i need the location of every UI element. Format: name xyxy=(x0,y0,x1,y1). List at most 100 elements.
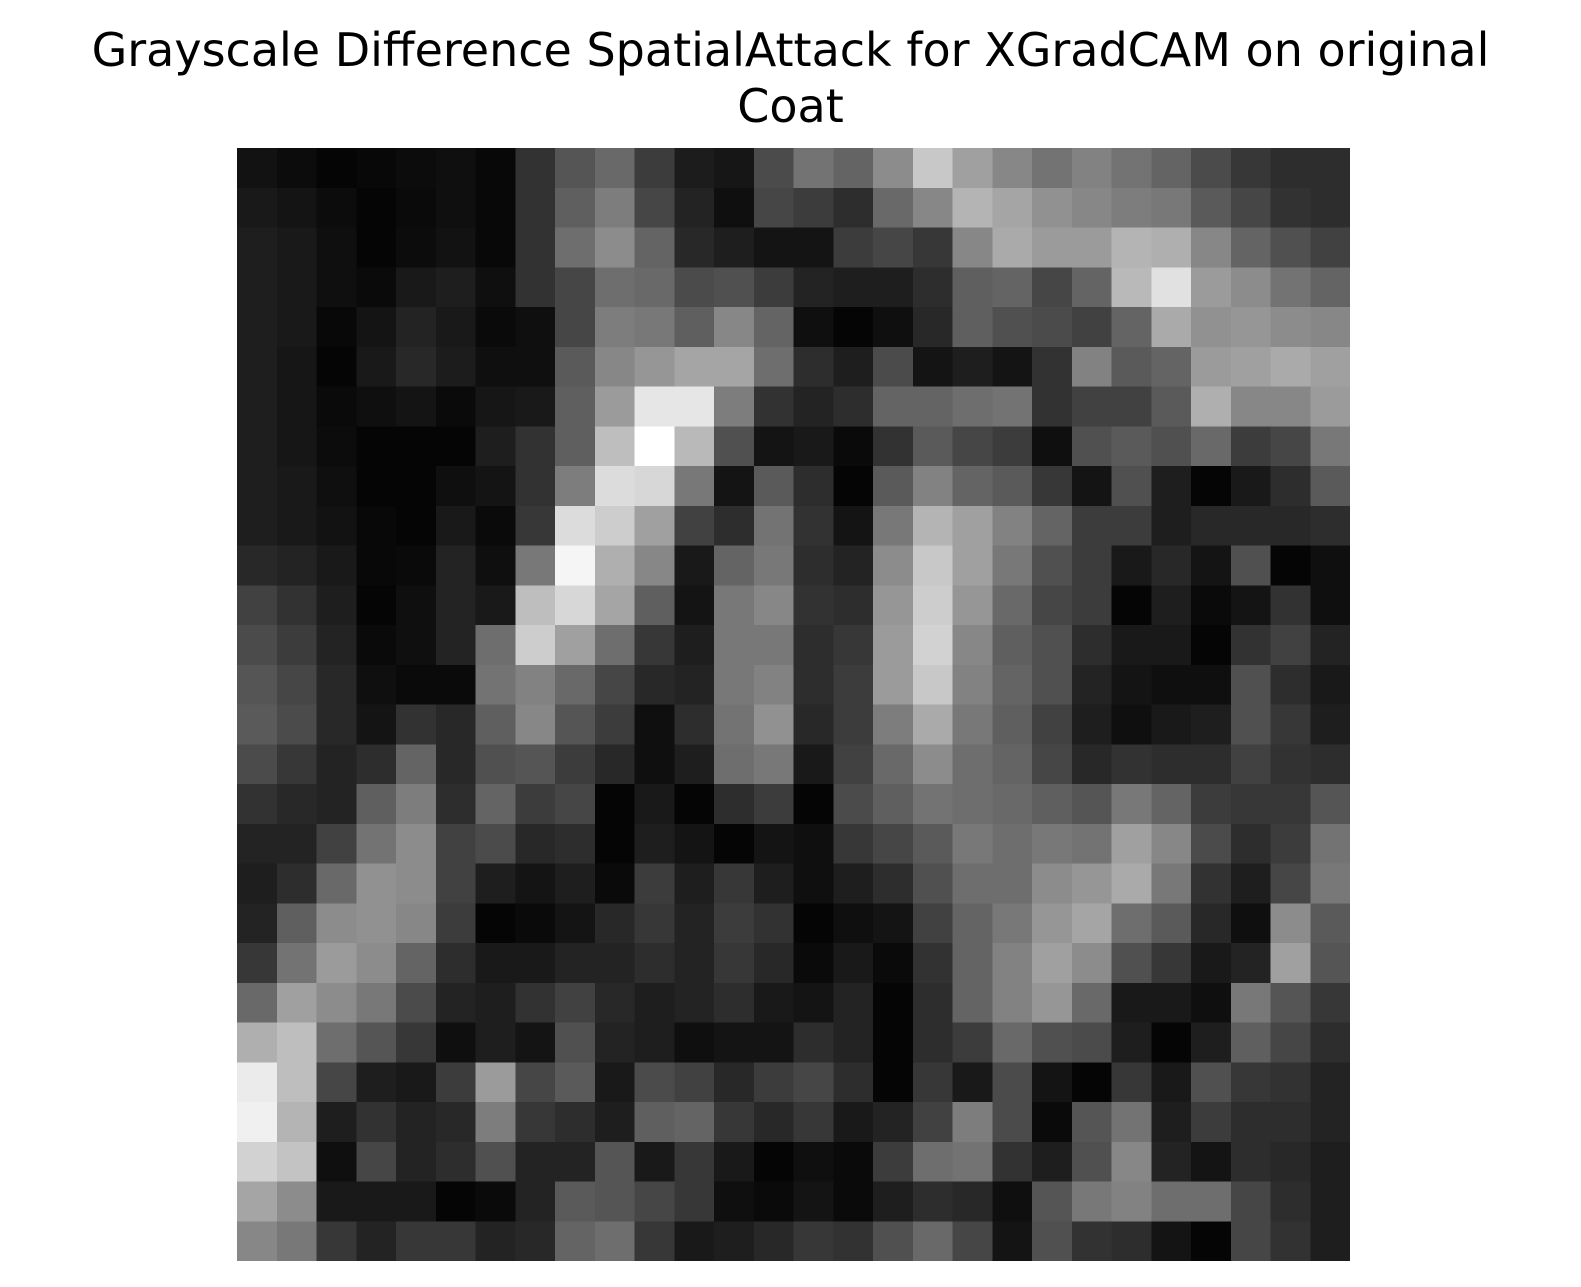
heatmap-cell-23-17 xyxy=(912,1062,954,1103)
heatmap-cell-1-17 xyxy=(912,187,954,229)
heatmap-cell-19-2 xyxy=(316,903,357,944)
heatmap-cell-23-25 xyxy=(1230,1062,1272,1103)
heatmap-cell-22-14 xyxy=(793,1022,834,1063)
heatmap-cell-16-9 xyxy=(594,784,636,825)
heatmap-cell-17-8 xyxy=(555,823,596,865)
heatmap-cell-6-8 xyxy=(555,386,596,427)
heatmap-cell-19-21 xyxy=(1071,903,1113,944)
heatmap-cell-11-6 xyxy=(475,585,516,626)
heatmap-cell-24-14 xyxy=(793,1102,834,1143)
heatmap-cell-26-6 xyxy=(475,1181,516,1222)
heatmap-cell-26-12 xyxy=(714,1181,755,1222)
heatmap-cell-22-23 xyxy=(1151,1022,1192,1063)
heatmap-cell-5-5 xyxy=(435,346,477,388)
heatmap-cell-11-23 xyxy=(1151,585,1192,626)
heatmap-cell-27-9 xyxy=(594,1221,636,1261)
heatmap-cell-9-23 xyxy=(1151,505,1192,547)
heatmap-cell-19-10 xyxy=(634,903,675,944)
heatmap-cell-19-8 xyxy=(555,903,596,944)
heatmap-cell-1-5 xyxy=(435,187,477,229)
heatmap-cell-27-5 xyxy=(435,1221,477,1261)
heatmap-cell-24-4 xyxy=(396,1102,437,1143)
heatmap-cell-0-22 xyxy=(1111,148,1152,189)
heatmap-cell-23-0 xyxy=(237,1062,278,1103)
heatmap-cell-4-18 xyxy=(952,307,993,348)
heatmap-cell-15-26 xyxy=(1270,744,1311,785)
heatmap-cell-22-20 xyxy=(1032,1022,1073,1063)
heatmap-cell-19-18 xyxy=(952,903,993,944)
heatmap-cell-6-27 xyxy=(1310,386,1350,427)
heatmap-cell-3-19 xyxy=(992,267,1033,308)
heatmap-cell-11-1 xyxy=(276,585,318,626)
heatmap-cell-9-2 xyxy=(316,505,357,547)
heatmap-cell-5-16 xyxy=(873,346,914,388)
heatmap-cell-25-10 xyxy=(634,1141,675,1183)
heatmap-cell-23-22 xyxy=(1111,1062,1152,1103)
heatmap-cell-20-14 xyxy=(793,943,834,984)
heatmap-cell-6-24 xyxy=(1191,386,1232,427)
heatmap-cell-14-1 xyxy=(276,704,318,745)
heatmap-cell-16-26 xyxy=(1270,784,1311,825)
heatmap-cell-17-4 xyxy=(396,823,437,865)
heatmap-cell-10-12 xyxy=(714,545,755,586)
heatmap-cell-24-20 xyxy=(1032,1102,1073,1143)
heatmap-cell-24-0 xyxy=(237,1102,278,1143)
heatmap-cell-19-0 xyxy=(237,903,278,944)
heatmap-cell-18-23 xyxy=(1151,863,1192,904)
heatmap-cell-1-1 xyxy=(276,187,318,229)
heatmap-cell-5-8 xyxy=(555,346,596,388)
heatmap-cell-6-2 xyxy=(316,386,357,427)
heatmap-cell-13-25 xyxy=(1230,664,1272,706)
heatmap-cell-12-24 xyxy=(1191,625,1232,666)
heatmap-cell-26-7 xyxy=(515,1181,556,1222)
heatmap-cell-10-23 xyxy=(1151,545,1192,586)
heatmap-cell-17-2 xyxy=(316,823,357,865)
heatmap-cell-22-6 xyxy=(475,1022,516,1063)
heatmap-cell-1-3 xyxy=(356,187,397,229)
heatmap-cell-1-15 xyxy=(833,187,874,229)
heatmap-cell-27-23 xyxy=(1151,1221,1192,1261)
heatmap-cell-12-25 xyxy=(1230,625,1272,666)
heatmap-cell-8-23 xyxy=(1151,466,1192,507)
heatmap-cell-27-24 xyxy=(1191,1221,1232,1261)
heatmap-cell-27-27 xyxy=(1310,1221,1350,1261)
heatmap-cell-8-21 xyxy=(1071,466,1113,507)
heatmap-cell-8-5 xyxy=(435,466,477,507)
heatmap-cell-21-16 xyxy=(873,982,914,1024)
heatmap-cell-10-1 xyxy=(276,545,318,586)
heatmap-cell-11-18 xyxy=(952,585,993,626)
heatmap-cell-12-15 xyxy=(833,625,874,666)
heatmap-cell-21-10 xyxy=(634,982,675,1024)
heatmap-cell-2-6 xyxy=(475,227,516,268)
heatmap-cell-5-11 xyxy=(674,346,715,388)
heatmap-cell-12-0 xyxy=(237,625,278,666)
heatmap-cell-2-24 xyxy=(1191,227,1232,268)
heatmap-cell-0-0 xyxy=(237,148,278,189)
heatmap-cell-2-1 xyxy=(276,227,318,268)
heatmap-cell-12-4 xyxy=(396,625,437,666)
heatmap-cell-2-23 xyxy=(1151,227,1192,268)
heatmap-cell-5-10 xyxy=(634,346,675,388)
heatmap-cell-23-24 xyxy=(1191,1062,1232,1103)
heatmap-cell-2-17 xyxy=(912,227,954,268)
heatmap-cell-16-13 xyxy=(753,784,795,825)
heatmap-cell-23-16 xyxy=(873,1062,914,1103)
heatmap-cell-26-5 xyxy=(435,1181,477,1222)
heatmap-cell-26-22 xyxy=(1111,1181,1152,1222)
heatmap-cell-9-6 xyxy=(475,505,516,547)
heatmap-cell-0-24 xyxy=(1191,148,1232,189)
heatmap-cell-5-1 xyxy=(276,346,318,388)
heatmap-cell-15-4 xyxy=(396,744,437,785)
heatmap-cell-5-27 xyxy=(1310,346,1350,388)
heatmap-cell-6-5 xyxy=(435,386,477,427)
heatmap-cell-22-16 xyxy=(873,1022,914,1063)
heatmap-cell-23-6 xyxy=(475,1062,516,1103)
heatmap-cell-12-8 xyxy=(555,625,596,666)
heatmap-cell-19-3 xyxy=(356,903,397,944)
heatmap-cell-9-5 xyxy=(435,505,477,547)
heatmap-cell-10-24 xyxy=(1191,545,1232,586)
heatmap-cell-9-8 xyxy=(555,505,596,547)
heatmap-cell-26-18 xyxy=(952,1181,993,1222)
heatmap-cell-8-0 xyxy=(237,466,278,507)
heatmap-cell-19-4 xyxy=(396,903,437,944)
